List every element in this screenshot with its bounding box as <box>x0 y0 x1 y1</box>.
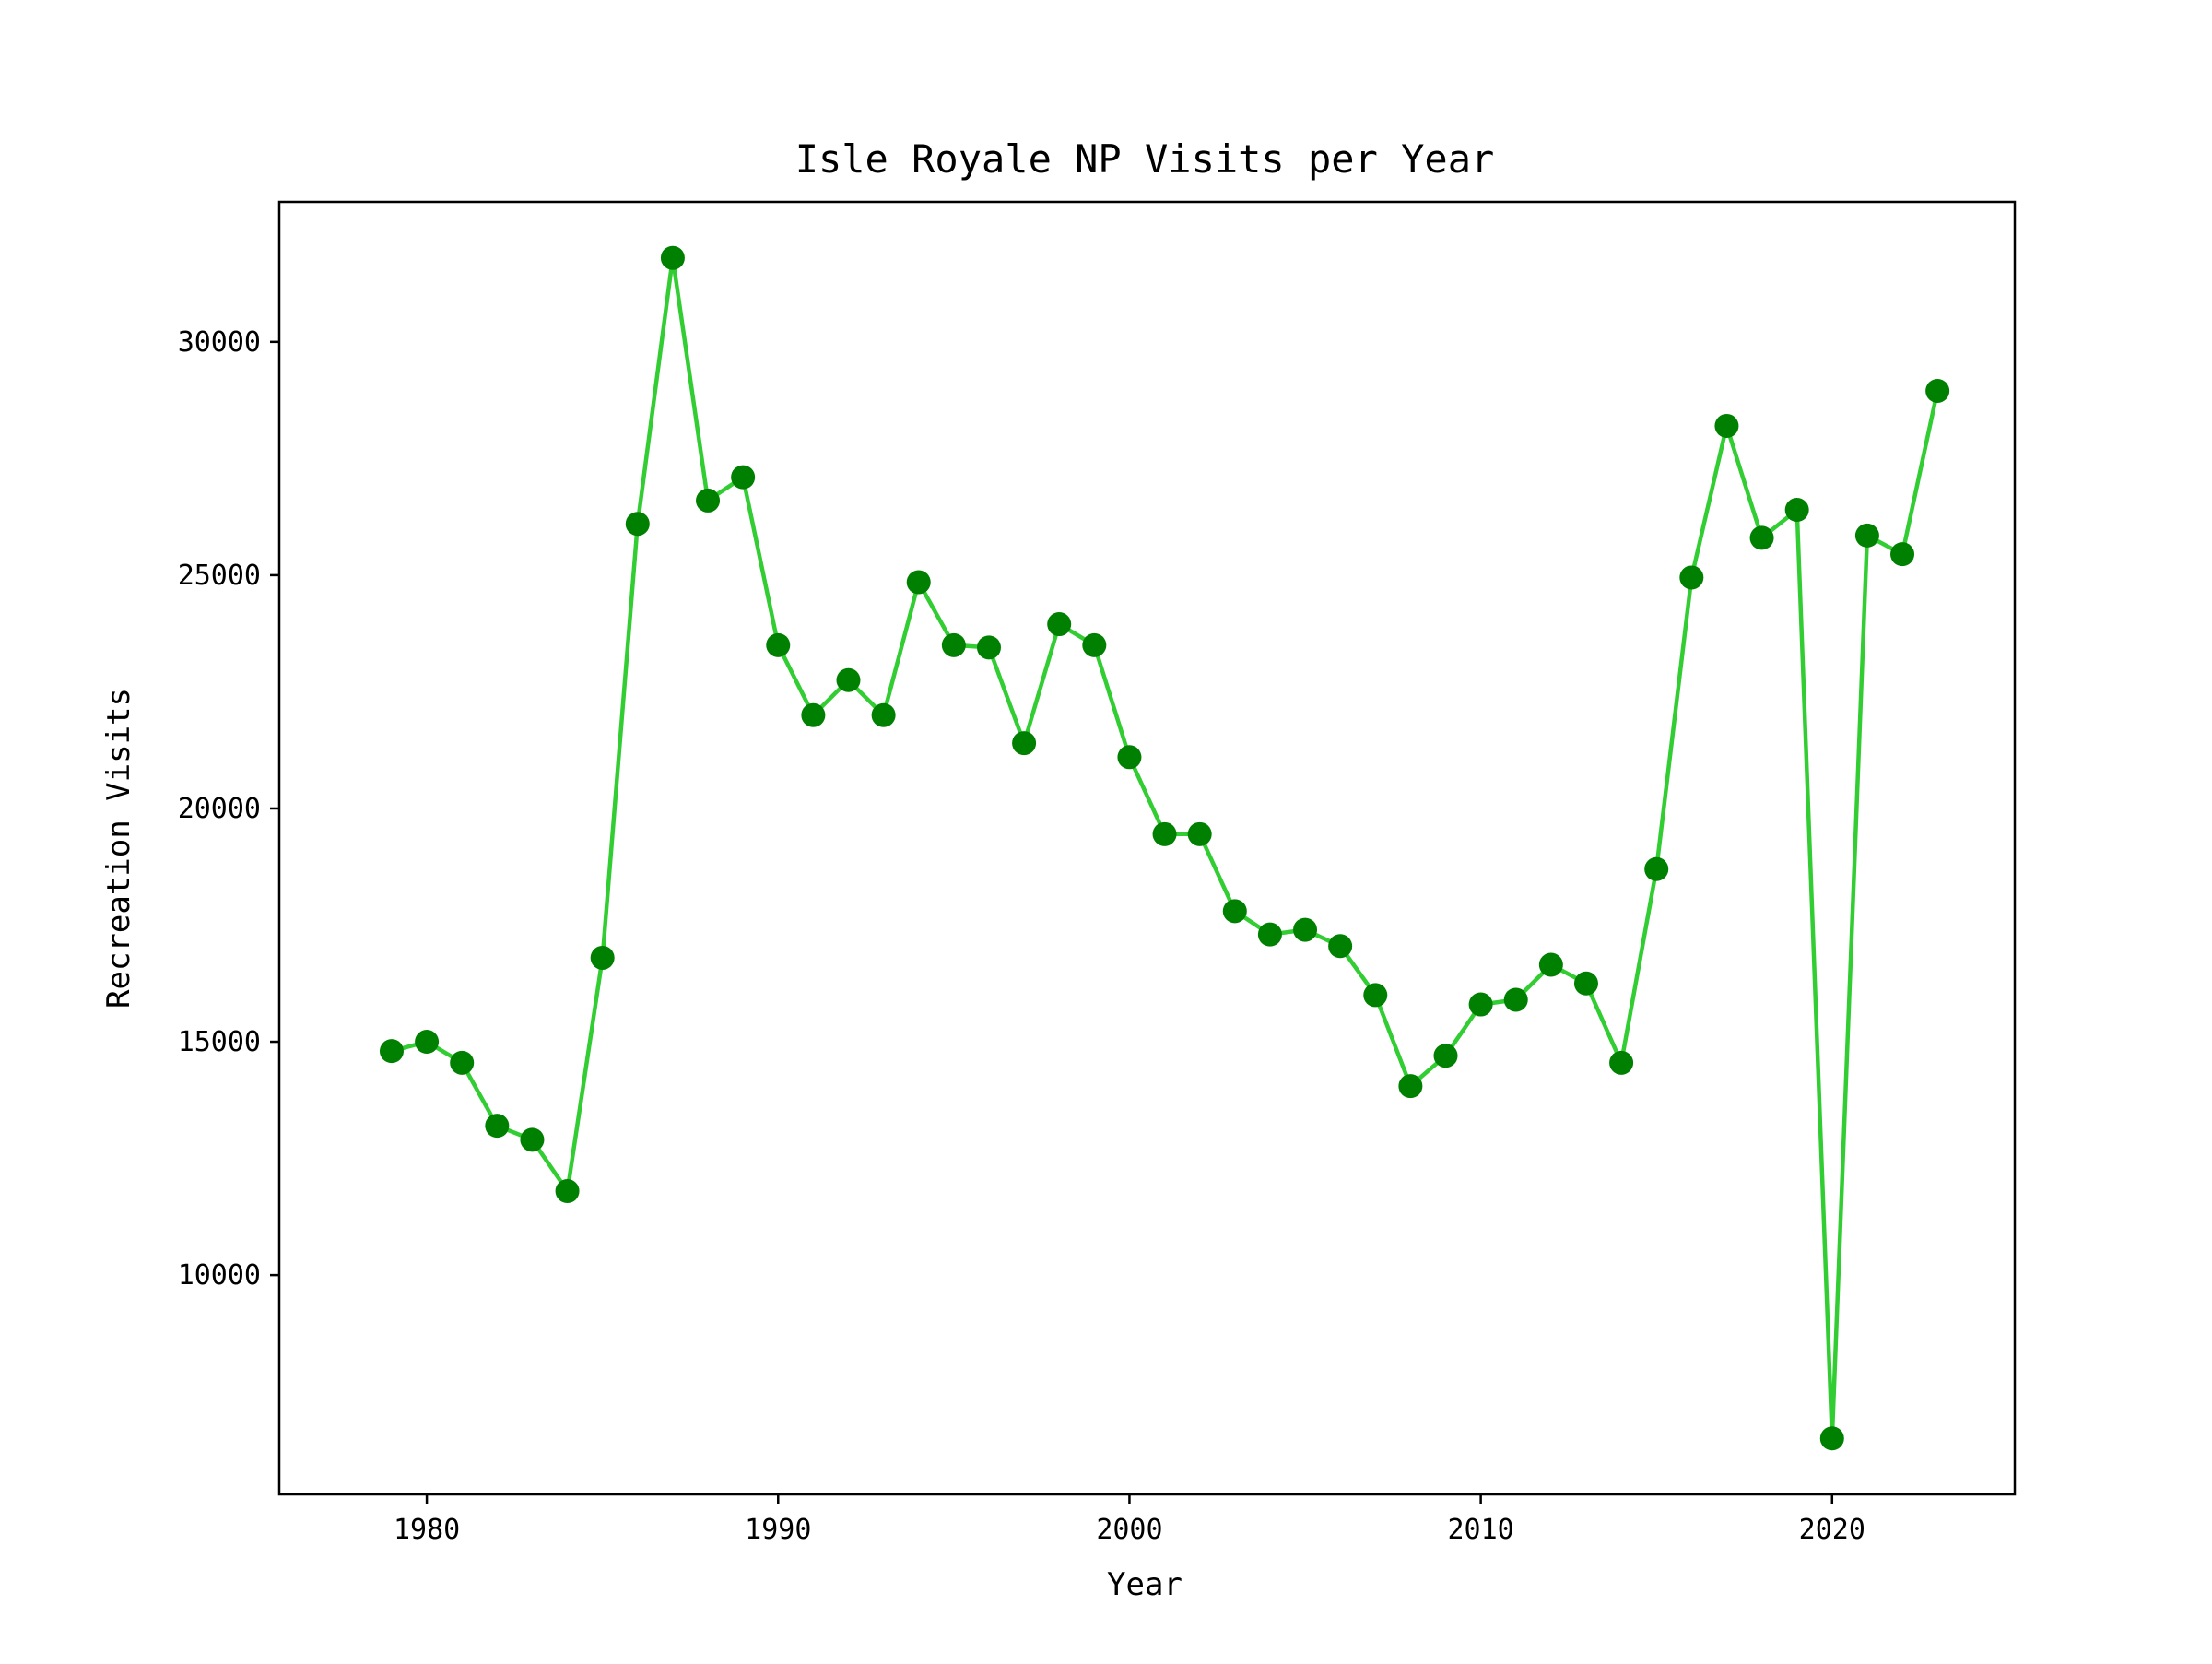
data-point <box>906 570 931 595</box>
y-tick-label: 30000 <box>178 326 261 359</box>
data-point <box>1854 523 1879 548</box>
data-point <box>976 635 1001 660</box>
data-point <box>1433 1044 1458 1068</box>
data-point <box>1363 983 1388 1008</box>
data-point <box>836 667 861 692</box>
data-point <box>1047 612 1072 637</box>
data-point <box>1257 922 1282 947</box>
data-point <box>696 488 721 513</box>
data-point <box>1679 565 1704 590</box>
data-point <box>625 512 650 537</box>
series-group <box>379 245 1950 1451</box>
data-point <box>1293 917 1318 942</box>
x-axis-label: Year <box>1107 1566 1182 1603</box>
data-point <box>1890 542 1915 567</box>
data-point <box>1152 821 1177 846</box>
data-point <box>1749 525 1774 550</box>
data-point <box>871 702 896 727</box>
y-axis-label: Recreation Visits <box>100 688 137 1009</box>
series-line <box>391 255 1940 1441</box>
data-point <box>1328 934 1353 959</box>
data-point <box>1784 498 1809 523</box>
data-point <box>1082 632 1107 657</box>
data-point <box>485 1114 510 1139</box>
data-point <box>1187 821 1212 846</box>
data-point <box>1714 413 1739 438</box>
y-axis: 10000 15000 20000 25000 30000 <box>178 326 279 1292</box>
data-point <box>1609 1050 1634 1075</box>
plot-area-frame <box>277 200 2017 1496</box>
data-point <box>555 1179 580 1204</box>
data-point <box>941 632 966 657</box>
data-point <box>1222 899 1247 924</box>
data-point <box>1398 1074 1423 1099</box>
data-point <box>1468 992 1493 1017</box>
x-tick-label: 2000 <box>1096 1514 1162 1546</box>
data-point <box>1117 745 1142 770</box>
data-point <box>801 702 826 727</box>
y-tick-label: 20000 <box>178 793 261 825</box>
data-point <box>415 1030 440 1055</box>
x-tick-label: 1980 <box>394 1514 460 1546</box>
data-point <box>520 1127 545 1152</box>
data-point <box>450 1050 475 1075</box>
chart-title: Isle Royale NP Visits per Year <box>795 136 1495 182</box>
data-point <box>660 245 685 270</box>
y-tick-label: 15000 <box>178 1026 261 1058</box>
data-point <box>1925 378 1950 403</box>
data-point <box>590 945 615 970</box>
x-tick-label: 2020 <box>1799 1514 1865 1546</box>
y-tick-label: 25000 <box>178 560 261 592</box>
data-point <box>731 465 756 490</box>
y-tick-label: 10000 <box>178 1259 261 1292</box>
x-axis: 1980 1990 2000 2010 2020 <box>394 1494 1865 1546</box>
data-point <box>1644 856 1669 881</box>
data-point <box>1503 987 1528 1012</box>
data-point <box>1012 731 1037 756</box>
x-tick-label: 1990 <box>745 1514 811 1546</box>
data-point <box>1538 952 1563 977</box>
data-point <box>1819 1426 1844 1451</box>
data-point <box>379 1039 404 1064</box>
data-point <box>766 632 791 657</box>
x-tick-label: 2010 <box>1447 1514 1513 1546</box>
data-point <box>1573 971 1598 996</box>
